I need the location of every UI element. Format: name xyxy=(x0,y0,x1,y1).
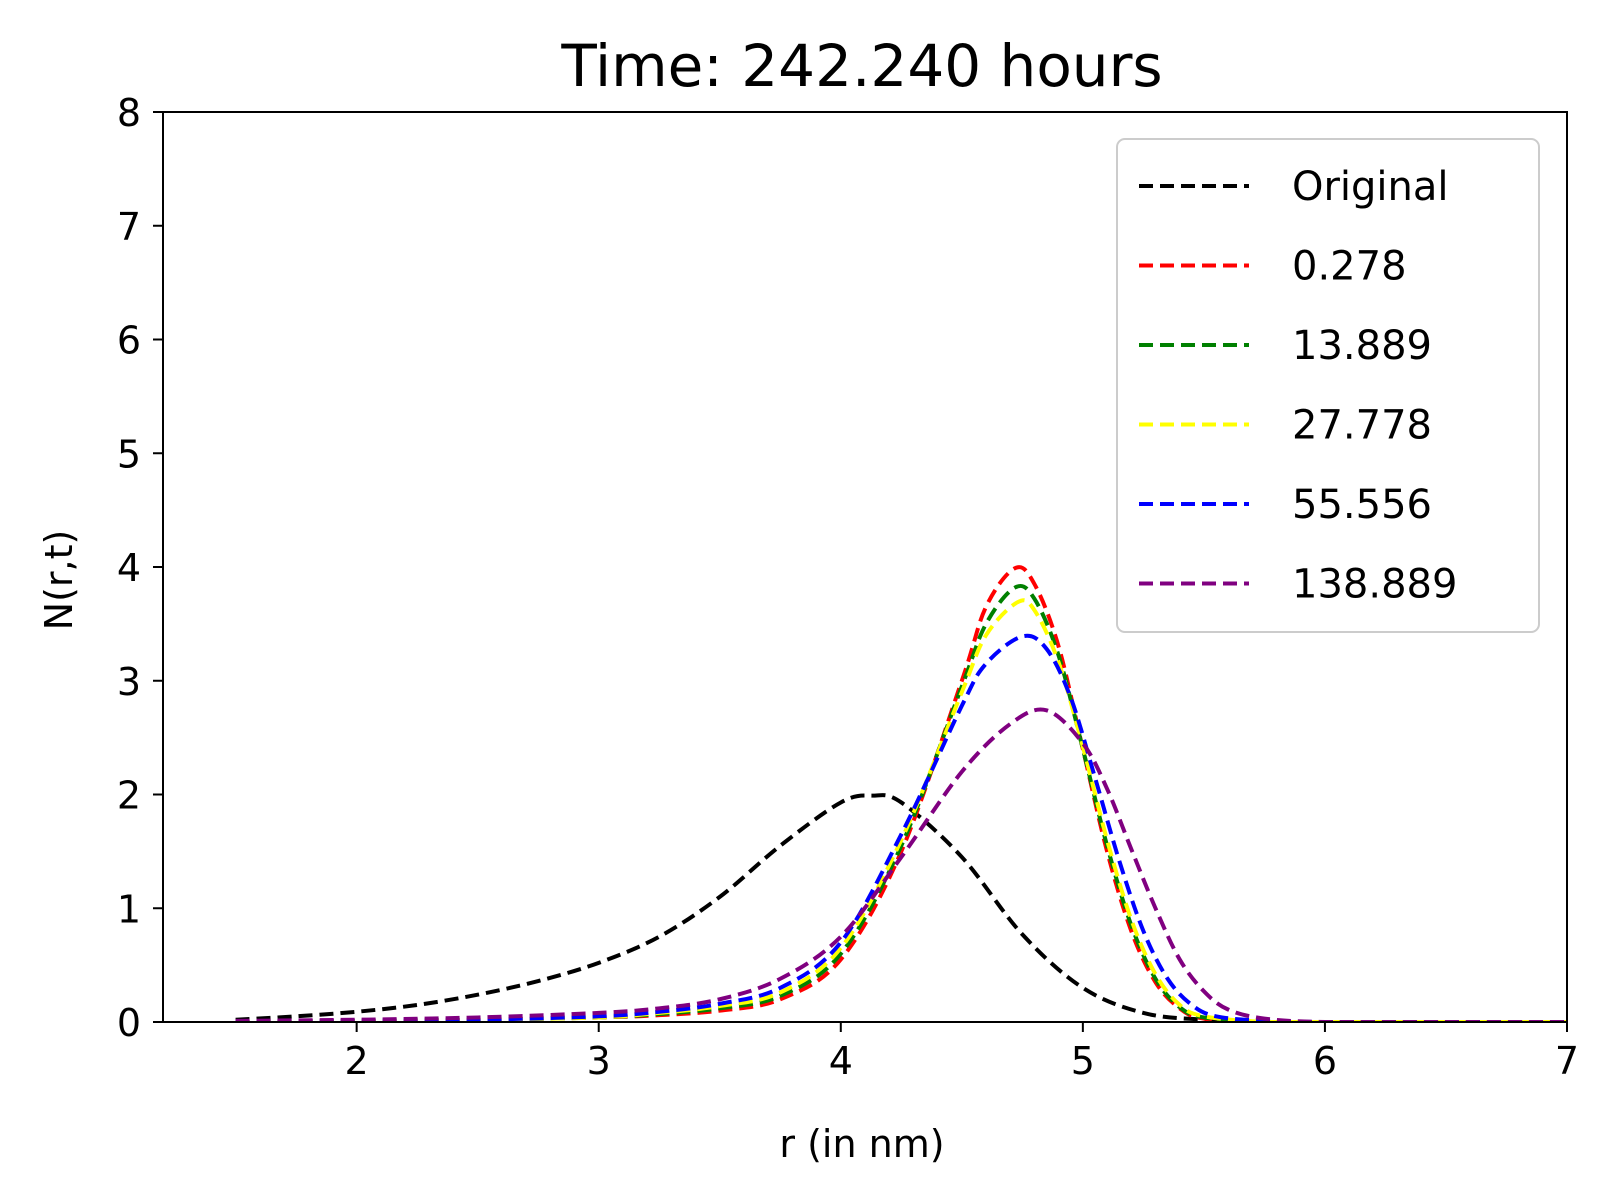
x-axis-label: r (in nm) xyxy=(779,1122,944,1166)
x-tick-label: 3 xyxy=(587,1039,611,1083)
series-layer xyxy=(235,565,1567,1022)
y-tick-label: 3 xyxy=(117,660,141,704)
legend-label-5: 138.889 xyxy=(1292,562,1457,608)
series-line-5 xyxy=(235,707,1567,1022)
y-tick-label: 8 xyxy=(117,91,141,135)
series-line-0 xyxy=(235,793,1567,1022)
legend: Original 0.278 13.889 27.778 55.556 138.889 xyxy=(1116,138,1540,633)
legend-label-4: 55.556 xyxy=(1292,482,1432,528)
legend-label-0: Original xyxy=(1292,164,1449,210)
chart-title: Time: 242.240 hours xyxy=(560,32,1162,100)
y-tick-label: 1 xyxy=(117,887,141,931)
legend-box xyxy=(1116,138,1540,633)
legend-label-3: 27.778 xyxy=(1292,403,1432,449)
y-axis-label: N(r,t) xyxy=(37,530,81,631)
series-line-3 xyxy=(235,598,1567,1022)
legend-label-2: 13.889 xyxy=(1292,323,1432,369)
y-tick-label: 4 xyxy=(117,546,141,590)
x-tick-label: 4 xyxy=(829,1039,853,1083)
y-tick-label: 6 xyxy=(117,319,141,363)
y-tick-label: 2 xyxy=(117,774,141,818)
x-tick-label: 6 xyxy=(1313,1039,1337,1083)
axes-layer: 2 3 4 5 6 7 0 1 2 3 4 5 6 7 8 xyxy=(117,91,1579,1083)
x-tick-label: 2 xyxy=(345,1039,369,1083)
y-tick-label: 7 xyxy=(117,205,141,249)
y-tick-label: 5 xyxy=(117,432,141,476)
plot-area xyxy=(235,565,1567,1022)
x-tick-label: 7 xyxy=(1555,1039,1579,1083)
legend-label-1: 0.278 xyxy=(1292,244,1407,290)
x-tick-label: 5 xyxy=(1071,1039,1095,1083)
y-tick-label: 0 xyxy=(117,1001,141,1045)
